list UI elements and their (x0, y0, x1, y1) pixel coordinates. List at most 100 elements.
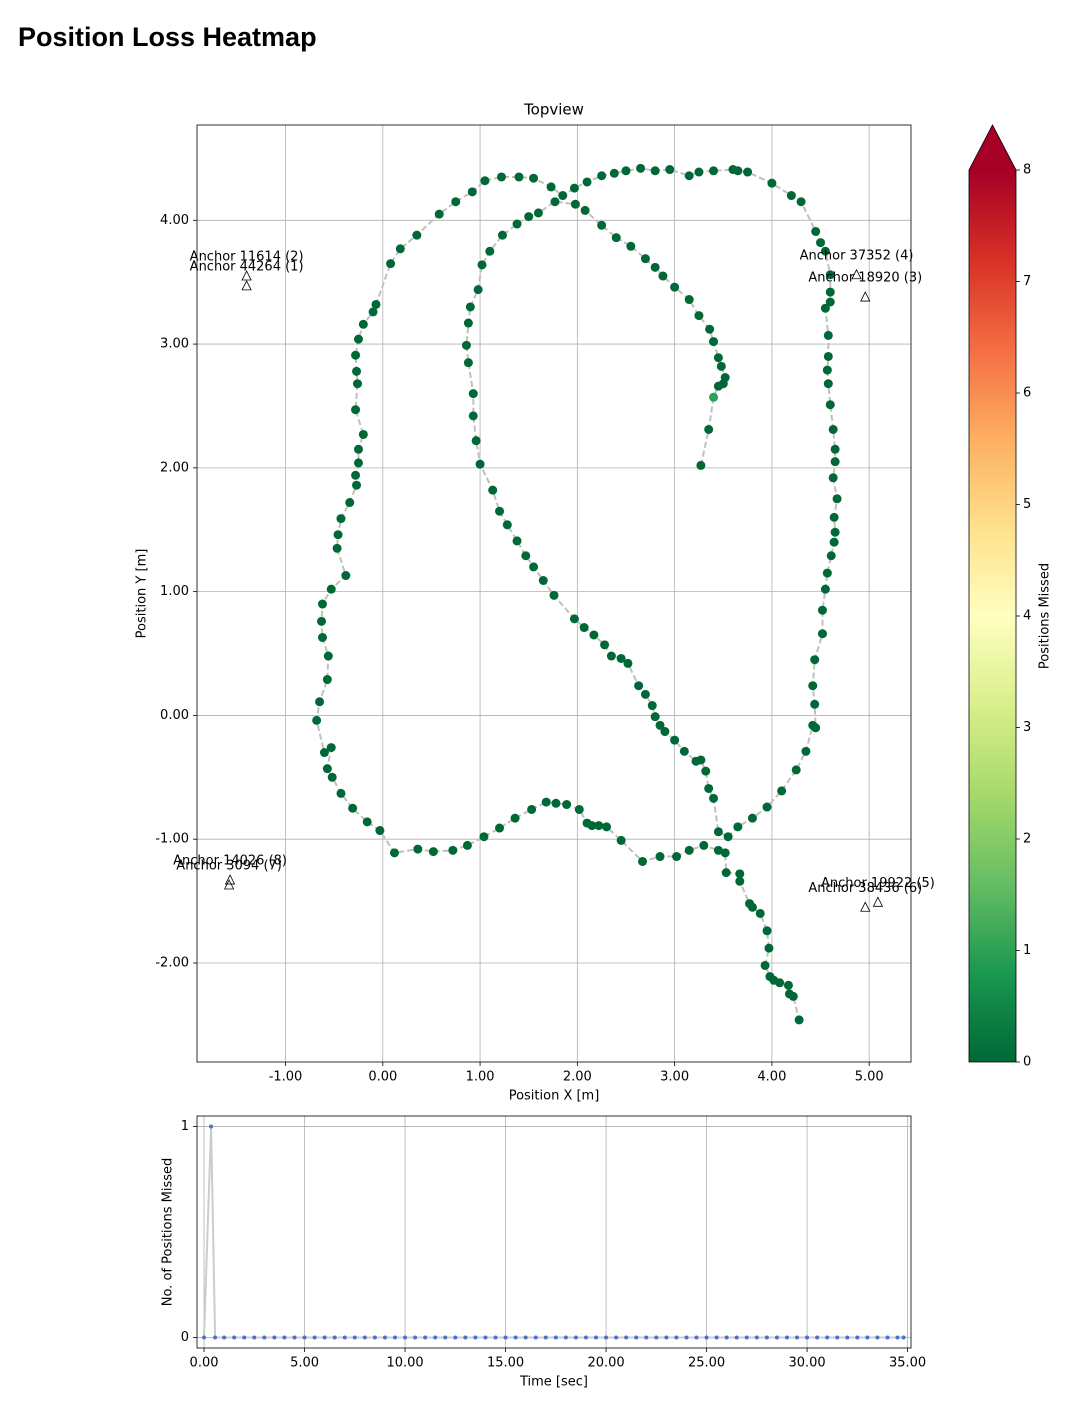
position-point (606, 651, 616, 661)
missed-point (845, 1335, 850, 1340)
missed-point (634, 1335, 639, 1340)
position-point (811, 226, 821, 236)
position-point (743, 167, 753, 177)
plot-frame (196, 1115, 912, 1349)
position-point (694, 311, 704, 321)
position-point (699, 840, 709, 850)
chart-title: Topview (523, 101, 584, 119)
missed-point (825, 1335, 830, 1340)
colorbar (969, 170, 1016, 1062)
position-point (762, 926, 772, 936)
position-point (317, 599, 327, 609)
x-tick-label: 0.00 (190, 1356, 219, 1371)
anchor-marker (223, 879, 235, 890)
position-point (721, 868, 731, 878)
position-point (828, 424, 838, 434)
missed-point (342, 1335, 347, 1340)
position-point (315, 697, 325, 707)
missed-point (463, 1335, 468, 1340)
x-tick-label: 35.00 (889, 1356, 926, 1371)
position-point (600, 640, 610, 650)
position-point (549, 590, 559, 600)
position-point (788, 991, 798, 1001)
missed-point (895, 1335, 900, 1340)
position-point (448, 845, 458, 855)
position-point (533, 208, 543, 218)
position-point (386, 259, 396, 269)
anchor-label: Anchor 37352 (4) (800, 248, 914, 263)
position-point (823, 330, 833, 340)
missed-point (202, 1335, 207, 1340)
position-point (480, 176, 490, 186)
missed-point (875, 1335, 880, 1340)
position-point (594, 821, 604, 831)
position-point (587, 821, 597, 831)
position-point (312, 715, 322, 725)
x-tick-label: 2.00 (563, 1070, 592, 1085)
y-axis-label: No. of Positions Missed (161, 1158, 176, 1307)
missed-point (835, 1335, 840, 1340)
position-point (468, 411, 478, 421)
position-point (684, 295, 694, 305)
missed-point (209, 1124, 214, 1129)
missed-point (312, 1335, 317, 1340)
position-point (345, 498, 355, 508)
colorbar-frame (968, 124, 1017, 1063)
position-point (829, 537, 839, 547)
missed-point (644, 1335, 649, 1340)
position-point (341, 571, 351, 581)
position-point (461, 340, 471, 350)
position-point (647, 701, 657, 711)
missed-point (483, 1335, 488, 1340)
trajectory-line (315, 167, 839, 1021)
anchor-label: Anchor 11614 (2) (190, 250, 304, 265)
position-point (471, 436, 481, 446)
anchor-marker (872, 896, 884, 907)
position-point (720, 848, 730, 858)
missed-point (272, 1335, 277, 1340)
position-point (558, 191, 568, 201)
colorbar-tick-label: 8 (1023, 163, 1031, 178)
missed-point (694, 1335, 699, 1340)
anchor-marker (860, 291, 871, 302)
position-point (336, 788, 346, 798)
position-point (713, 845, 723, 855)
position-point (825, 287, 835, 297)
position-point (589, 630, 599, 640)
position-point (820, 246, 830, 256)
position-point (760, 960, 770, 970)
position-point (465, 302, 475, 312)
position-point (569, 183, 579, 193)
position-point (597, 171, 607, 181)
position-point (623, 658, 633, 668)
position-point (764, 943, 774, 953)
colorbar-tick-label: 6 (1023, 386, 1031, 401)
position-point (705, 324, 715, 334)
position-point (569, 614, 579, 624)
position-point (602, 822, 612, 832)
position-point (371, 299, 381, 309)
colorbar-extension (969, 125, 1016, 170)
x-tick-label: 5.00 (855, 1070, 884, 1085)
missed-point (473, 1335, 478, 1340)
position-point (495, 506, 505, 516)
missed-point (352, 1335, 357, 1340)
position-point (735, 876, 745, 886)
plot-frame (196, 124, 912, 1063)
position-point (801, 746, 811, 756)
missed-point (392, 1335, 397, 1340)
y-tick-label: -1.00 (155, 832, 189, 847)
position-point (428, 847, 438, 857)
position-point (822, 365, 832, 375)
position-point (660, 727, 670, 737)
position-point (326, 743, 336, 753)
position-point (816, 238, 826, 248)
position-point (808, 681, 818, 691)
anchor-label: Anchor 14026 (8) (173, 854, 287, 869)
position-point (823, 379, 833, 389)
position-point (413, 844, 423, 854)
x-tick-label: 25.00 (688, 1356, 725, 1371)
y-tick-label: 1 (181, 1119, 189, 1134)
position-point (762, 802, 772, 812)
position-point (358, 429, 368, 439)
